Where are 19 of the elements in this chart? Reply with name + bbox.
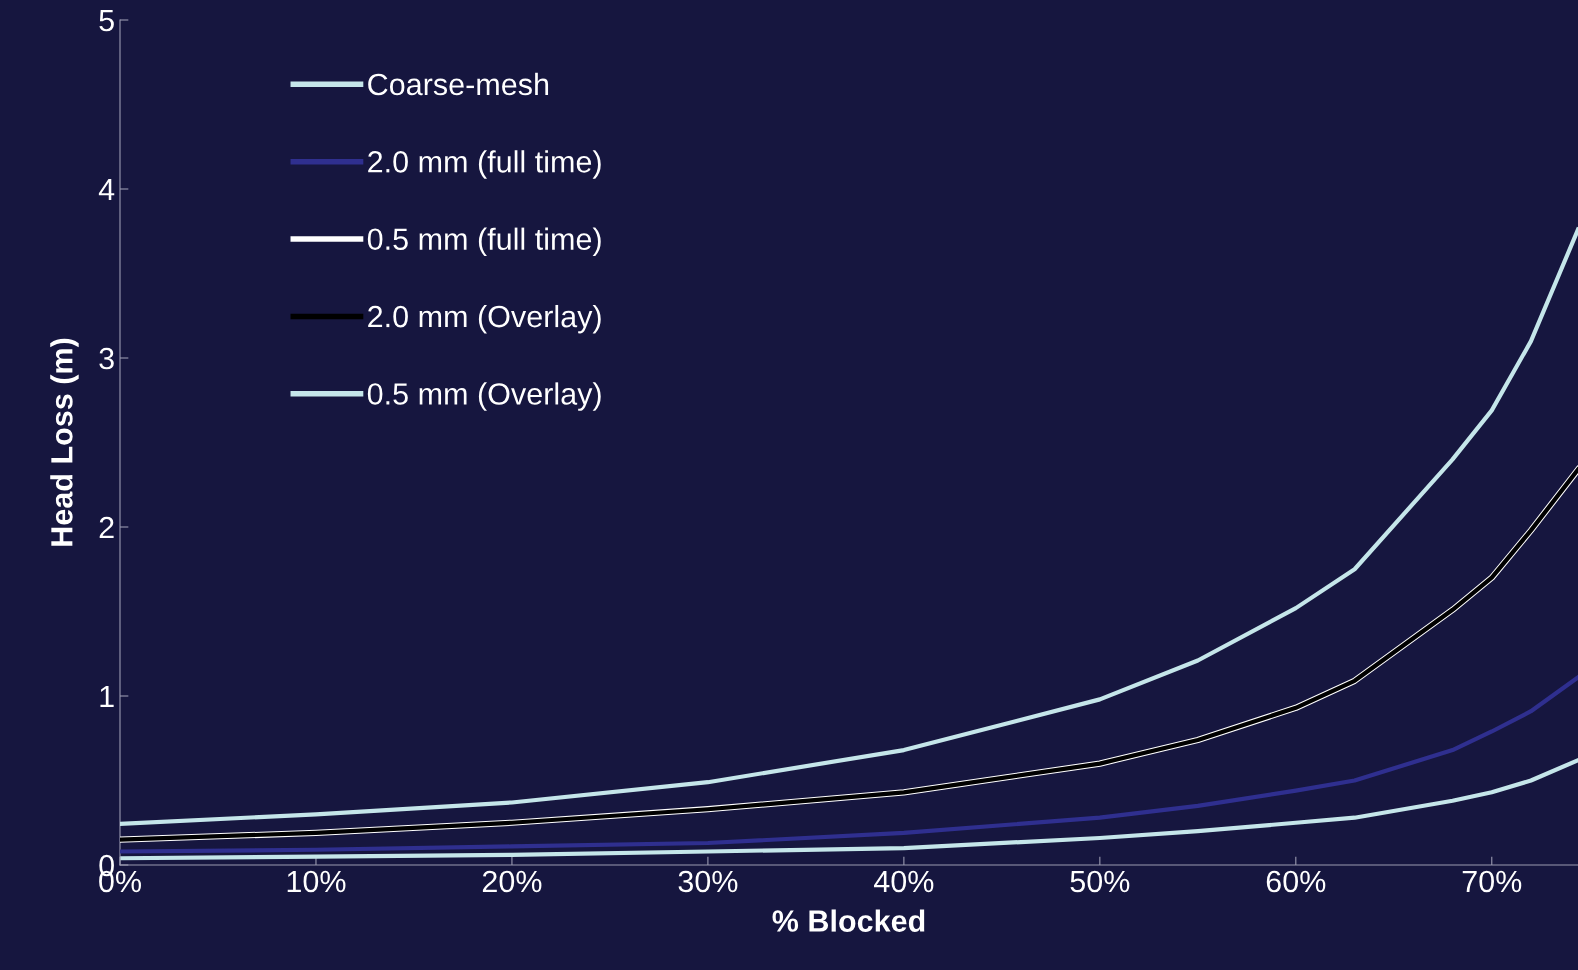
legend-label: 2.0 mm (Overlay) (368, 304, 601, 334)
x-axis-title: % Blocked (772, 909, 925, 932)
y-tick-label: 1 (100, 686, 114, 708)
y-tick-label: 4 (98, 179, 115, 201)
y-tick-label: 3 (99, 347, 114, 370)
legend-label: 0.5 mm (full time) (367, 227, 601, 257)
legend-label: 2.0 mm (full time) (368, 150, 601, 179)
y-axis-title: Head Loss (m) (50, 338, 79, 546)
x-tick-label: 70% (1462, 870, 1522, 893)
x-tick-label: 50% (1070, 870, 1130, 893)
x-tick-label: 40% (874, 870, 934, 893)
x-tick-label: 10% (287, 870, 346, 893)
x-tick-label: 60% (1266, 870, 1326, 893)
x-tick-label: 30% (678, 870, 738, 893)
y-tick-label: 2 (99, 516, 114, 539)
legend-label: 0.5 mm (Overlay) (367, 382, 601, 411)
y-tick-label: 5 (99, 10, 114, 32)
legend-label: Coarse-mesh (368, 72, 549, 96)
x-tick-label: 20% (482, 870, 542, 893)
